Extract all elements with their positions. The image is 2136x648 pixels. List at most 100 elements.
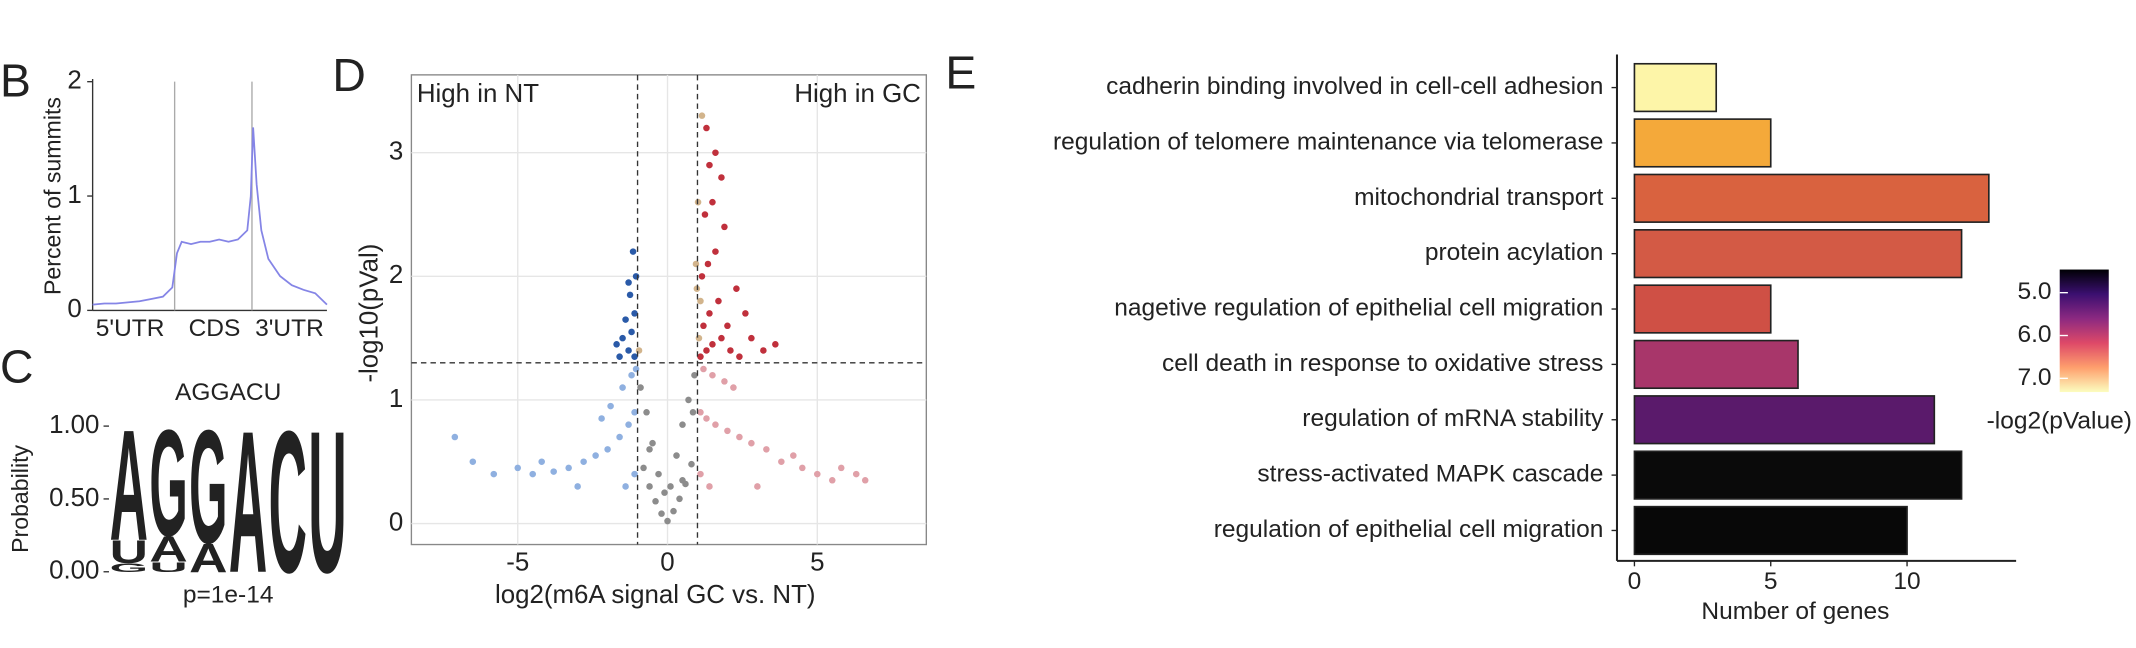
point	[701, 211, 709, 218]
point	[607, 402, 614, 410]
point	[619, 334, 626, 342]
point	[721, 378, 728, 385]
y-axis-label: Percent of summits	[40, 97, 66, 295]
x-axis-label: log2(m6A signal GC vs. NT)	[495, 581, 816, 609]
category-label: stress-activated MAPK cascade	[1257, 461, 1603, 488]
x-tick-label: -5	[506, 548, 529, 576]
point	[673, 452, 680, 459]
point	[565, 464, 572, 472]
logo-letter: U	[110, 534, 148, 570]
y-tick-label: 0.00	[49, 557, 99, 585]
point	[628, 328, 635, 336]
point	[616, 433, 623, 441]
bar	[1633, 395, 1936, 445]
point	[790, 452, 797, 459]
point	[760, 347, 767, 354]
point	[637, 384, 644, 391]
point	[709, 198, 716, 206]
panel-label: C	[0, 341, 33, 393]
point	[652, 498, 659, 505]
point	[631, 409, 638, 416]
y-tick-label: 1.00	[49, 411, 99, 439]
point	[703, 124, 710, 132]
point	[613, 341, 620, 348]
point	[574, 483, 581, 490]
point	[754, 483, 761, 490]
point	[658, 510, 665, 517]
point	[676, 495, 683, 503]
point	[778, 458, 785, 465]
x-axis-label: Number of genes	[1701, 598, 1889, 625]
point	[661, 489, 668, 496]
point	[718, 174, 725, 181]
point	[626, 291, 634, 299]
y-tick-label: 0.50	[49, 484, 99, 512]
y-tick-label: 0	[389, 508, 403, 536]
point	[712, 248, 719, 255]
point	[628, 371, 635, 379]
y-tick-label: 2	[67, 67, 81, 95]
logo-letter: U	[149, 559, 187, 575]
point	[698, 112, 706, 119]
bar	[1633, 450, 1963, 500]
x-tick-label: 5	[810, 548, 824, 576]
point	[712, 149, 719, 157]
profile-line	[92, 127, 328, 306]
point	[706, 483, 713, 490]
y-tick-label: 3	[389, 138, 403, 166]
x-tick-label: 10	[1893, 568, 1920, 595]
point	[697, 353, 704, 360]
logo-letter: A	[189, 536, 227, 581]
category-label: regulation of mRNA stability	[1302, 405, 1604, 432]
bar	[1633, 229, 1963, 279]
point	[763, 446, 770, 453]
point	[664, 517, 671, 525]
footnote: p=1e-14	[183, 582, 274, 609]
point	[616, 353, 623, 360]
point	[632, 365, 640, 373]
point	[697, 297, 704, 305]
point	[697, 409, 704, 416]
x-tick-label: CDS	[189, 315, 241, 342]
point	[712, 421, 719, 428]
point	[451, 433, 459, 441]
point	[538, 458, 545, 465]
point	[631, 310, 638, 317]
point	[730, 384, 737, 391]
point	[598, 415, 605, 422]
point	[635, 347, 643, 354]
category-label: regulation of epithelial cell migration	[1214, 516, 1604, 543]
panel-label: B	[0, 55, 31, 107]
point	[799, 464, 806, 472]
point	[709, 371, 716, 379]
annotation: High in NT	[417, 80, 539, 108]
point	[697, 470, 704, 478]
colorbar	[2059, 269, 2109, 393]
point	[852, 470, 860, 478]
point	[550, 468, 557, 475]
point	[715, 297, 722, 305]
point	[706, 161, 713, 169]
point	[640, 464, 647, 472]
colorbar-tick-label: 5.0	[2017, 278, 2051, 305]
point	[691, 371, 698, 379]
point	[706, 310, 713, 317]
point	[685, 396, 692, 404]
point	[490, 470, 498, 478]
category-label: cadherin binding involved in cell-cell a…	[1106, 73, 1603, 100]
point	[592, 452, 599, 459]
point	[631, 470, 638, 478]
point	[469, 458, 477, 465]
bar	[1633, 339, 1799, 390]
point	[625, 279, 632, 286]
point	[724, 322, 731, 330]
logo-letter: G	[110, 561, 148, 575]
point	[622, 483, 629, 490]
category-label: regulation of telomere maintenance via t…	[1053, 128, 1603, 155]
point	[742, 310, 749, 317]
point	[700, 322, 707, 330]
point	[625, 421, 632, 428]
logo-letter: A	[149, 529, 187, 570]
point	[703, 347, 710, 354]
